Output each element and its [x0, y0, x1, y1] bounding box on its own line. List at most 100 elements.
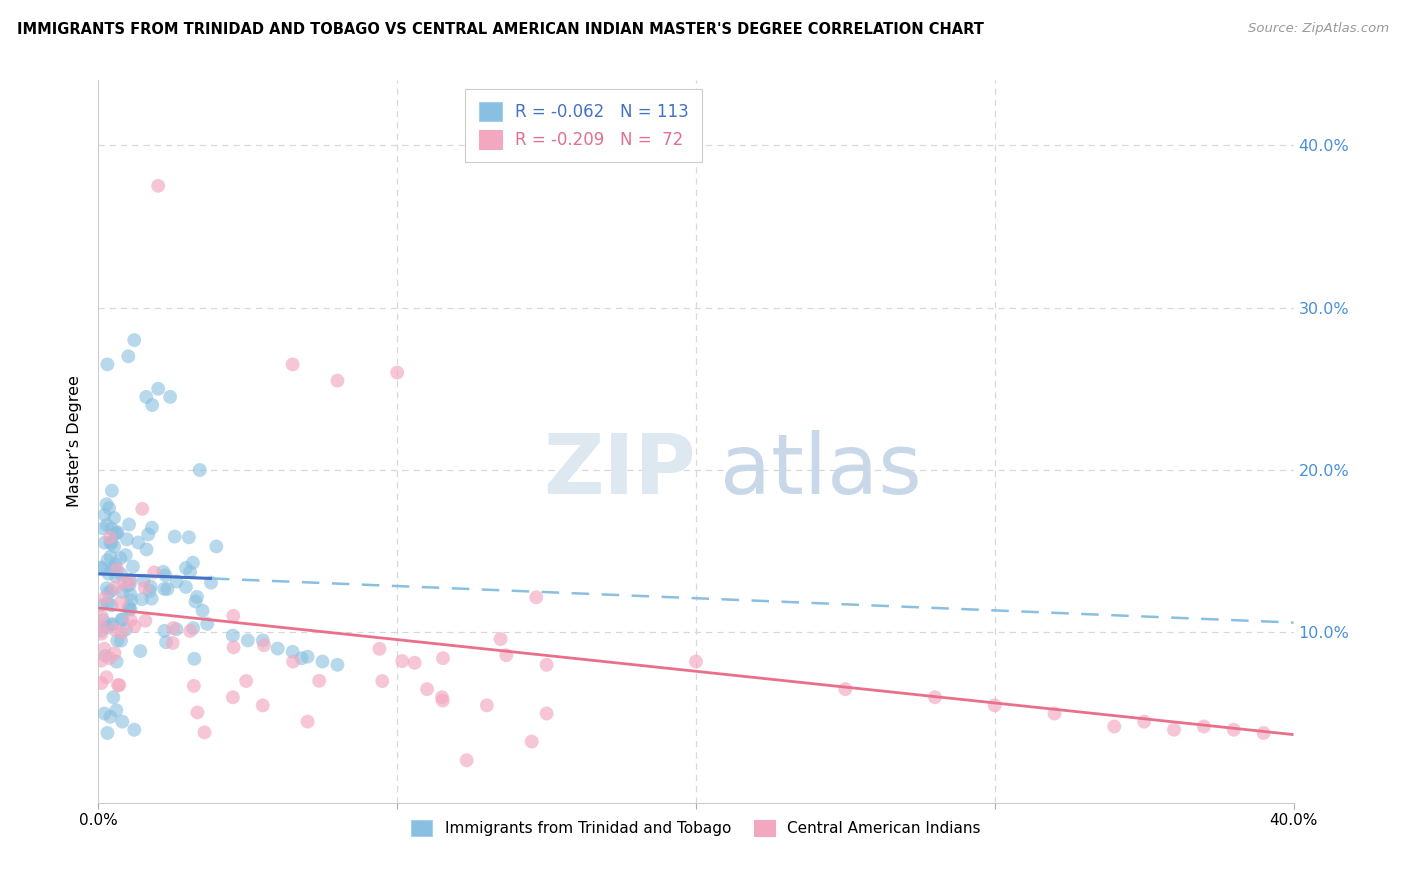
Point — [297, 649, 319, 664]
Point — [924, 690, 946, 705]
Point — [90, 676, 112, 690]
Point — [98, 651, 121, 665]
Point — [134, 614, 156, 628]
Point — [94, 648, 117, 663]
Point — [235, 673, 257, 688]
Point — [155, 568, 177, 582]
Point — [148, 178, 170, 193]
Point — [489, 632, 512, 646]
Point — [124, 333, 146, 347]
Point — [118, 602, 141, 616]
Point — [91, 613, 114, 627]
Point — [97, 597, 120, 611]
Point — [368, 641, 391, 656]
Point — [122, 559, 145, 574]
Point — [524, 591, 547, 605]
Point — [112, 575, 135, 590]
Y-axis label: Master’s Degree: Master’s Degree — [67, 376, 83, 508]
Point — [297, 714, 319, 729]
Point — [100, 536, 122, 550]
Point — [120, 574, 142, 589]
Point — [93, 535, 115, 549]
Point — [103, 623, 125, 637]
Point — [93, 706, 115, 721]
Point — [103, 690, 125, 705]
Point — [141, 521, 163, 535]
Point — [136, 527, 159, 541]
Point — [200, 575, 222, 590]
Point — [371, 673, 394, 688]
Point — [430, 690, 453, 705]
Point — [1104, 719, 1126, 733]
Point — [984, 698, 1007, 713]
Point — [391, 654, 413, 668]
Point — [107, 525, 129, 540]
Point — [283, 655, 305, 669]
Point — [98, 531, 121, 545]
Point — [90, 561, 112, 575]
Point — [155, 635, 177, 649]
Point — [139, 580, 162, 594]
Point — [111, 613, 134, 627]
Point — [90, 654, 112, 668]
Point — [104, 581, 127, 595]
Point — [131, 502, 153, 516]
Point — [179, 565, 201, 579]
Point — [93, 641, 115, 656]
Point — [177, 530, 200, 544]
Point — [108, 678, 131, 692]
Point — [193, 725, 215, 739]
Point — [156, 582, 179, 596]
Text: IMMIGRANTS FROM TRINIDAD AND TOBAGO VS CENTRAL AMERICAN INDIAN MASTER'S DEGREE C: IMMIGRANTS FROM TRINIDAD AND TOBAGO VS C… — [17, 22, 984, 37]
Point — [281, 645, 304, 659]
Point — [105, 633, 128, 648]
Point — [1043, 706, 1066, 721]
Point — [90, 598, 112, 612]
Point — [97, 566, 120, 581]
Point — [115, 533, 138, 547]
Point — [98, 535, 121, 549]
Point — [96, 518, 118, 533]
Point — [96, 581, 118, 595]
Point — [96, 670, 118, 684]
Point — [101, 617, 124, 632]
Point — [100, 599, 122, 613]
Point — [107, 678, 129, 692]
Point — [132, 574, 155, 588]
Point — [115, 623, 138, 637]
Point — [281, 358, 304, 372]
Point — [100, 549, 122, 564]
Point — [103, 511, 125, 525]
Point — [520, 734, 543, 748]
Point — [153, 624, 176, 638]
Point — [120, 602, 142, 616]
Point — [141, 591, 163, 606]
Point — [104, 526, 127, 541]
Point — [111, 714, 134, 729]
Point — [101, 483, 124, 498]
Point — [326, 657, 349, 672]
Point — [110, 551, 132, 566]
Point — [1133, 714, 1156, 729]
Point — [104, 557, 127, 571]
Point — [100, 561, 122, 575]
Point — [100, 583, 122, 598]
Point — [141, 398, 163, 412]
Point — [105, 655, 128, 669]
Point — [103, 646, 125, 660]
Point — [111, 585, 134, 599]
Point — [222, 608, 245, 623]
Point — [195, 616, 218, 631]
Point — [135, 542, 157, 557]
Point — [183, 679, 205, 693]
Point — [105, 562, 128, 576]
Point — [536, 657, 558, 672]
Text: ZIP: ZIP — [544, 430, 696, 511]
Point — [291, 651, 314, 665]
Point — [105, 526, 128, 541]
Point — [495, 648, 517, 663]
Point — [236, 633, 259, 648]
Point — [152, 565, 174, 579]
Point — [252, 698, 274, 713]
Point — [432, 693, 454, 707]
